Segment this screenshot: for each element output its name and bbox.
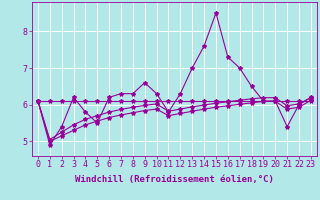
X-axis label: Windchill (Refroidissement éolien,°C): Windchill (Refroidissement éolien,°C)	[75, 175, 274, 184]
